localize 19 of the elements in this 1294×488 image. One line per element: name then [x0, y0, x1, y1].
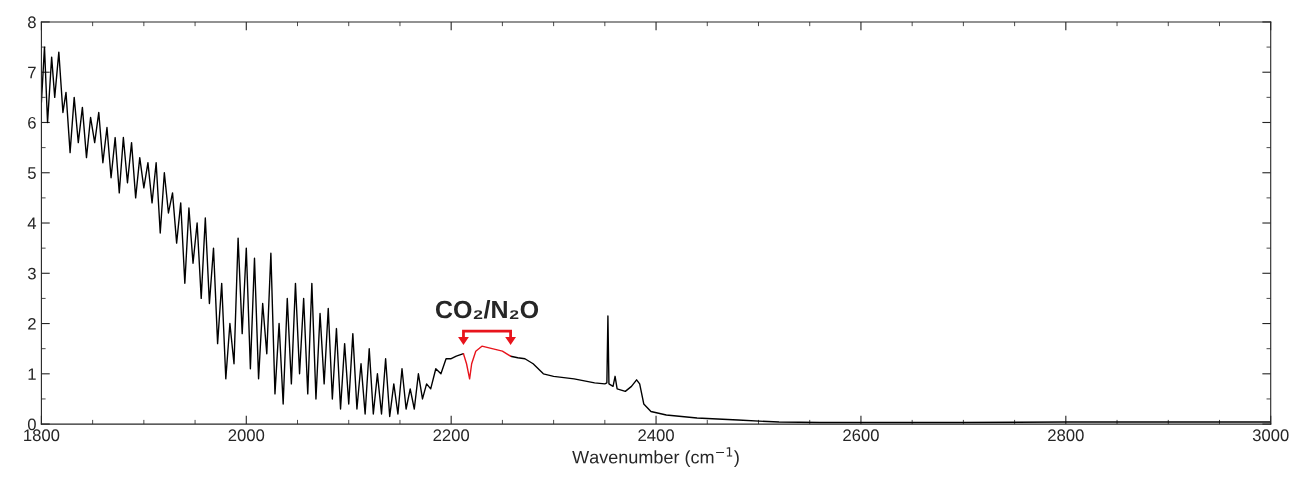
- y-tick-label: 1: [28, 368, 36, 380]
- x-axis-title: Wavenumber (cm$^{−1}$): [572, 447, 739, 468]
- y-tick-label: 2: [28, 317, 36, 330]
- y-tick-label: 7: [28, 66, 36, 79]
- x-tick-label: 2600: [843, 429, 879, 442]
- x-tick-label: 1800: [24, 429, 60, 442]
- y-tick-label: 8: [28, 16, 36, 29]
- x-tick-label: 2200: [433, 429, 470, 442]
- y-tick-label: 6: [28, 116, 36, 129]
- x-tick-label: 2400: [638, 429, 674, 442]
- x-tick-label: 2000: [228, 429, 265, 442]
- line-series: [462, 345, 512, 380]
- x-tick-label: 2800: [1048, 429, 1084, 442]
- y-tick-label: 3: [27, 267, 36, 280]
- y-tick-label: 0: [27, 418, 36, 431]
- y-tick-label: 5: [27, 167, 36, 179]
- x-tick-label: 3000: [1252, 429, 1289, 442]
- annotation: CO₂/N₂O: [435, 299, 539, 319]
- y-tick-label: 4: [27, 217, 37, 230]
